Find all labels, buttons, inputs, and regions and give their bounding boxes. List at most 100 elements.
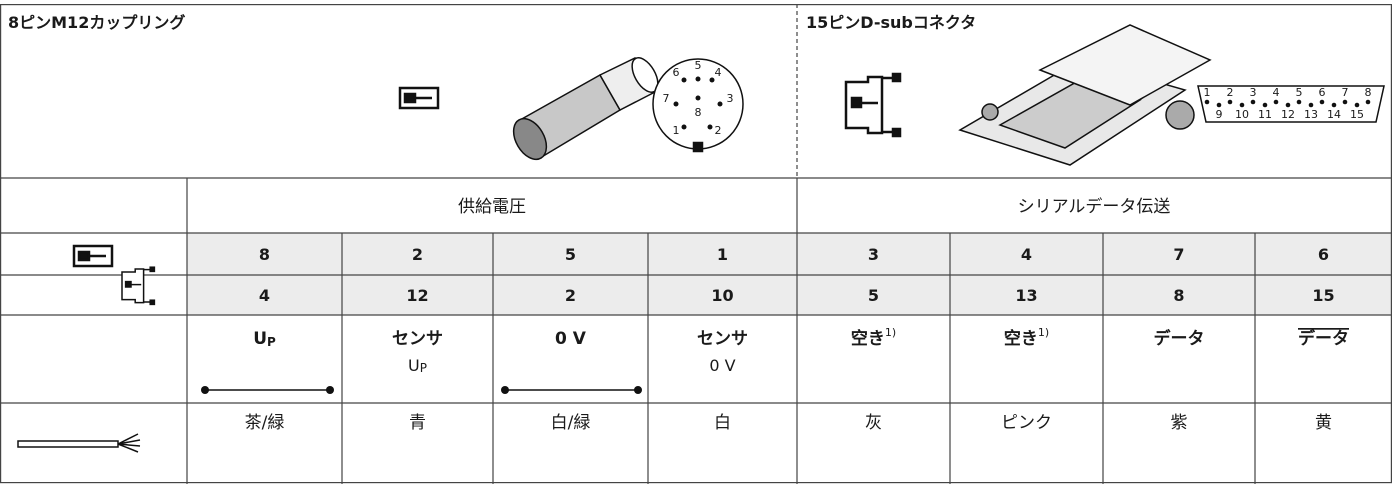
title: 8ピンM12カップリング: [8, 13, 185, 32]
wire-color: 青: [409, 413, 426, 433]
signal: センサ: [392, 329, 443, 349]
pin-number: 5: [565, 245, 576, 264]
pin-label: 4: [1273, 86, 1280, 99]
wire-color: ピンク: [1001, 413, 1052, 433]
wire-color: 黄: [1315, 413, 1332, 433]
pin-dot: [1331, 102, 1337, 108]
pin-number: 12: [406, 286, 428, 305]
pin-label: 15: [1350, 108, 1364, 121]
pin-dot: [695, 95, 701, 101]
pin-label: 5: [695, 59, 702, 72]
signal-sup: 1): [885, 326, 896, 339]
pin-number: 10: [711, 286, 733, 305]
pin-label: 4: [715, 66, 722, 79]
pin-label: 6: [673, 66, 680, 79]
pin-label: 9: [1216, 108, 1223, 121]
pin-dot: [1250, 99, 1256, 105]
pin-label: 11: [1258, 108, 1272, 121]
signal-label: 空き: [1004, 328, 1038, 349]
pin-number: 1: [717, 245, 728, 264]
pin-label: 10: [1235, 108, 1249, 121]
pin-number: 3: [868, 245, 879, 264]
pin-dot: [1296, 99, 1302, 105]
pin-dot: [1308, 102, 1314, 108]
icons: [17, 24, 1385, 453]
signal-label: U: [253, 329, 267, 349]
pin-label: 3: [727, 92, 734, 105]
pin-label: 13: [1304, 108, 1318, 121]
pin-number: 4: [1021, 245, 1032, 264]
pin-label: 3: [1250, 86, 1257, 99]
group: シリアルデータ伝送: [1018, 196, 1171, 217]
pin-label: 2: [715, 124, 722, 137]
pin-dot: [1227, 99, 1233, 105]
pin-label: 6: [1319, 86, 1326, 99]
pin-number: 8: [1173, 286, 1184, 305]
wire-color: 茶/緑: [245, 413, 285, 433]
pin-dot: [681, 124, 687, 130]
pin-dot: [1239, 102, 1245, 108]
pin-number: 5: [868, 286, 879, 305]
signal-label: 空き: [851, 328, 885, 349]
pin-dot: [1273, 99, 1279, 105]
pin-dot: [1216, 102, 1222, 108]
pin-dot: [1354, 102, 1360, 108]
grid: [0, 3, 1392, 484]
signal-sup: 1): [1038, 326, 1049, 339]
pin-dot: [673, 101, 679, 107]
signal-note: 0 V: [709, 356, 735, 375]
group: 供給電圧: [458, 197, 526, 217]
pin-label: 12: [1281, 108, 1295, 121]
signal: 空き1): [851, 326, 896, 349]
pin-label: 2: [1227, 86, 1234, 99]
pin-label: 1: [673, 124, 680, 137]
pin-label: 7: [1342, 86, 1349, 99]
signal-label: データ: [1298, 328, 1349, 349]
pin-label: 7: [663, 92, 670, 105]
jumper-dot: [326, 386, 334, 394]
pin-dot: [717, 101, 723, 107]
pin-number: 4: [259, 286, 270, 305]
note: 0 V: [709, 356, 735, 375]
pin-number: 6: [1318, 245, 1329, 264]
jumper-dot: [634, 386, 642, 394]
wire-color: 白/緑: [551, 413, 591, 433]
pin-dot: [1262, 102, 1268, 108]
row-bg: [187, 233, 1392, 315]
pin-number: 7: [1173, 245, 1184, 264]
jumper-dot: [501, 386, 509, 394]
jumper-dot: [201, 386, 209, 394]
wire-color: 灰: [865, 413, 882, 433]
signal: センサ: [697, 329, 748, 349]
signal: データ: [1298, 328, 1349, 349]
note-sub: P: [420, 361, 427, 375]
pin-dot: [709, 77, 715, 83]
signal-note: UP: [408, 356, 427, 375]
title: 15ピンD-subコネクタ: [806, 13, 976, 32]
pin-dot: [1319, 99, 1325, 105]
signal: UP: [253, 329, 276, 349]
pin-dot: [695, 76, 701, 82]
pin-label: 1: [1204, 86, 1211, 99]
pin-dot: [1204, 99, 1210, 105]
pin-dot: [707, 124, 713, 130]
signal-sub: P: [267, 335, 276, 349]
pin-label: 5: [1296, 86, 1303, 99]
signal: データ: [1154, 328, 1205, 349]
signal-label: 0 V: [555, 329, 587, 349]
pin-number: 15: [1312, 286, 1334, 305]
pin-dot: [1285, 102, 1291, 108]
signal: 0 V: [555, 329, 587, 349]
wire-color: 紫: [1171, 413, 1188, 433]
note: U: [408, 356, 420, 375]
pin-dot: [1342, 99, 1348, 105]
pin-label: 14: [1327, 108, 1341, 121]
pin-number: 8: [259, 245, 270, 264]
pin-number: 13: [1015, 286, 1037, 305]
pin-dot: [681, 77, 687, 83]
wire-color: 白: [714, 413, 731, 433]
signal: 空き1): [1004, 326, 1049, 349]
signal-label: センサ: [697, 329, 748, 349]
